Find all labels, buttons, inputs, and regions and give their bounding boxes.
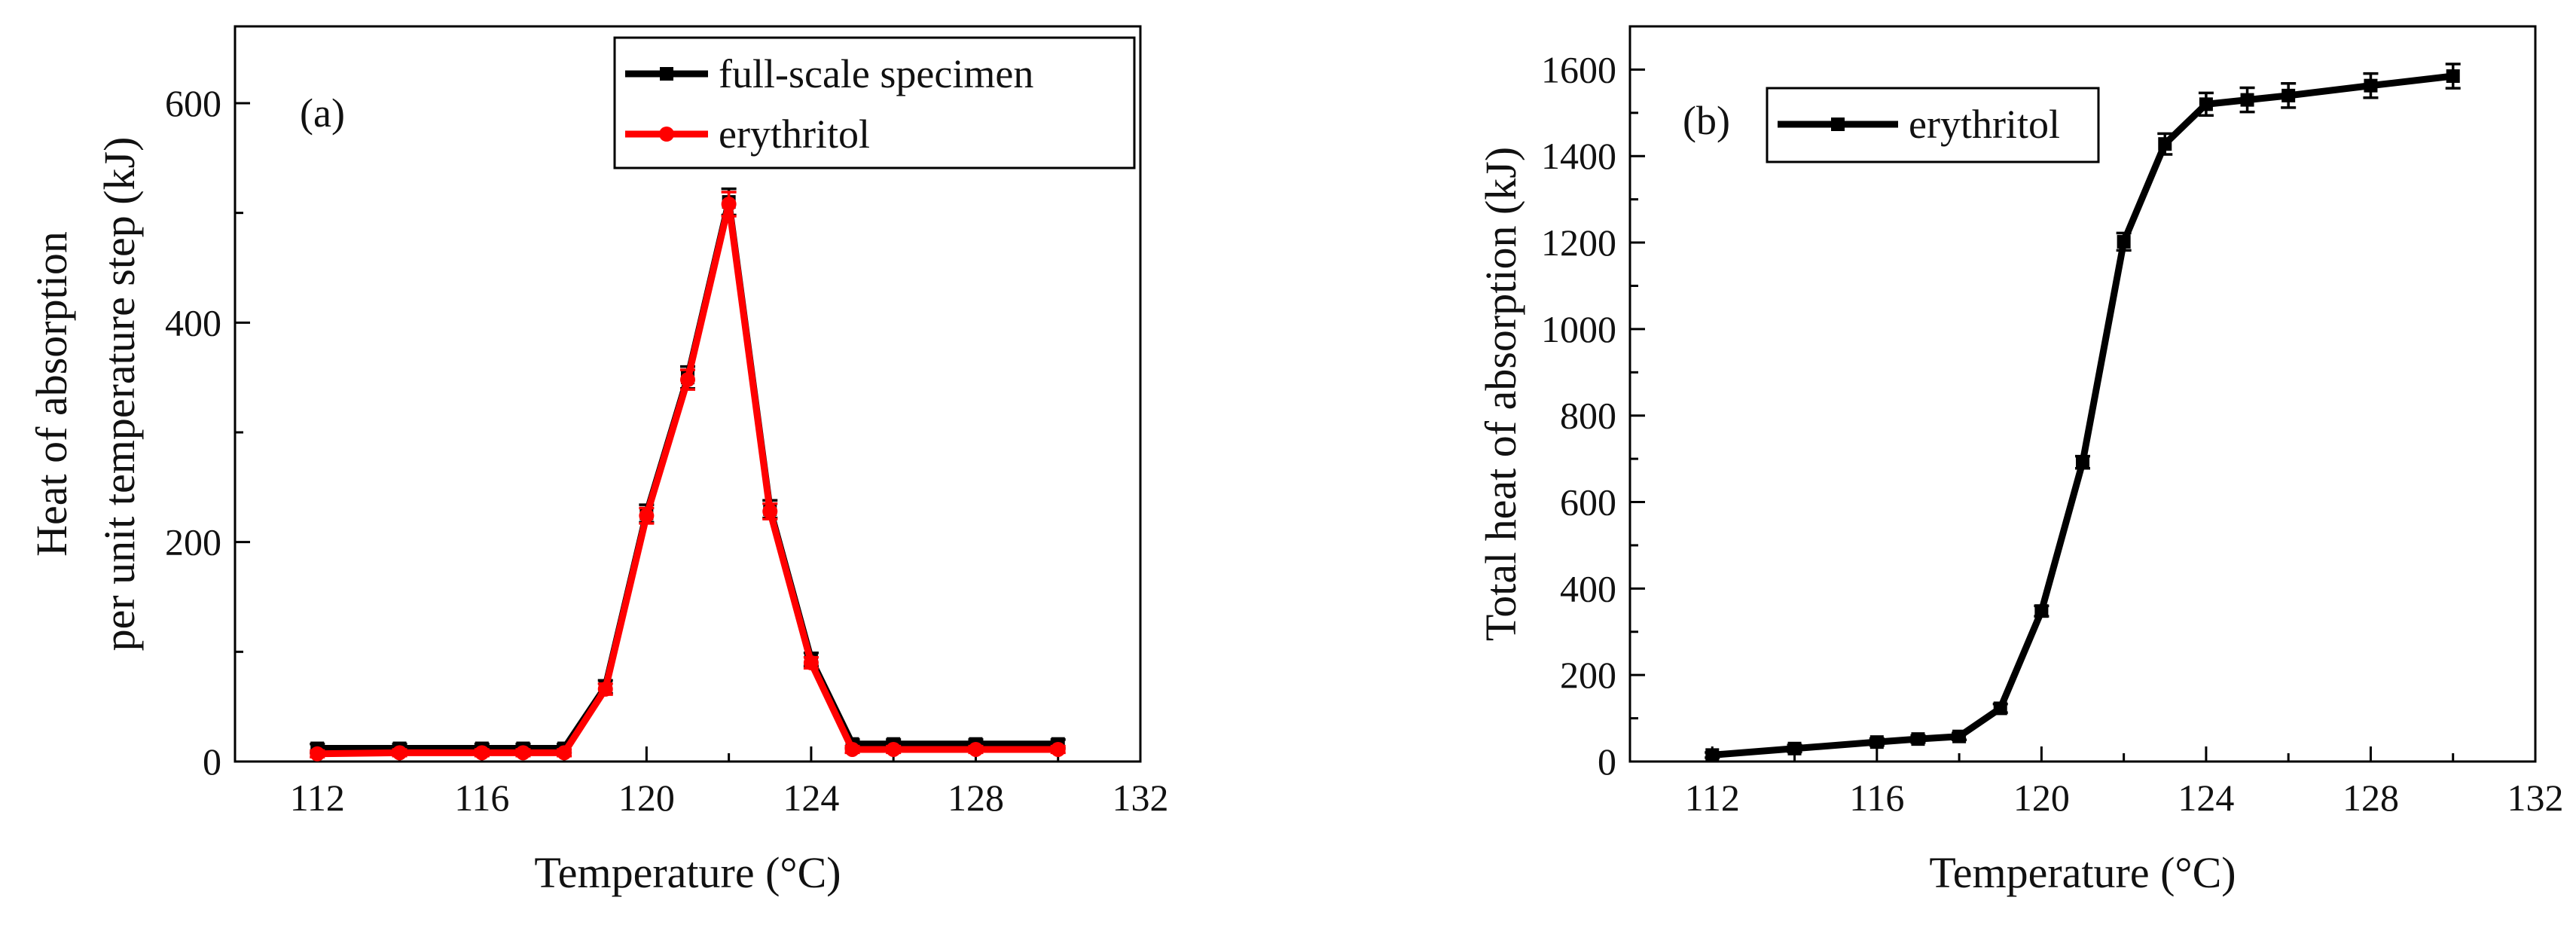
y-axis-title: per unit temperature step (kJ) — [95, 137, 144, 652]
data-point — [1869, 735, 1884, 749]
x-tick-label: 132 — [2507, 777, 2564, 819]
plot-frame — [1628, 25, 2537, 763]
chart-panel-a: 112 116 120 124 128 132 0 200 400 600 Temperature … — [27, 25, 1169, 897]
legend-marker — [660, 67, 673, 81]
data-point — [1787, 741, 1802, 755]
y-axis-title: Heat of absorption — [27, 231, 76, 557]
x-tick-label: 112 — [1685, 777, 1740, 819]
data-point — [886, 741, 902, 757]
data-point — [474, 745, 490, 761]
series-erythritol — [310, 191, 1066, 762]
legend: erythritol — [1766, 87, 2100, 163]
y-tick-label: 600 — [165, 82, 221, 124]
series-line — [1711, 72, 2454, 759]
y-tick-label: 800 — [1560, 395, 1616, 437]
y-tick-label: 200 — [1560, 654, 1616, 696]
x-axis-title: Temperature (°C) — [534, 848, 841, 897]
data-point — [2034, 604, 2049, 618]
data-point — [597, 681, 613, 697]
x-tick-label: 128 — [2343, 777, 2399, 819]
x-tick-label: 116 — [454, 777, 509, 819]
x-tick-label: 124 — [783, 777, 839, 819]
y-tick-label: 400 — [165, 301, 221, 343]
legend-label: erythritol — [719, 111, 870, 157]
y-tick-label: 200 — [165, 521, 221, 563]
data-point — [803, 655, 819, 670]
y-tick-label: 1600 — [1541, 48, 1616, 90]
data-point — [1705, 748, 1720, 762]
y-axis-title: Total heat of absorption (kJ) — [1476, 147, 1525, 641]
data-point — [762, 503, 778, 519]
data-point — [2076, 455, 2089, 469]
y-tick-label: 600 — [1560, 481, 1616, 523]
x-axis-title: Temperature (°C) — [1929, 848, 2236, 897]
y-tick-label: 1200 — [1541, 221, 1616, 264]
y-tick-label: 0 — [1598, 740, 1616, 783]
data-point — [968, 741, 984, 757]
legend: full-scale specimen erythritol — [613, 36, 1136, 169]
y-tick-label: 1400 — [1541, 135, 1616, 177]
legend-label: erythritol — [1909, 102, 2060, 147]
data-point — [1993, 701, 2007, 716]
series-erythritol — [1705, 63, 2461, 762]
data-point — [639, 508, 655, 523]
data-point — [2364, 78, 2378, 93]
series-line — [317, 198, 1058, 752]
legend-label: full-scale specimen — [719, 51, 1033, 96]
data-point — [392, 745, 407, 761]
data-point — [1050, 741, 1066, 757]
data-point — [680, 372, 695, 388]
data-point — [557, 745, 572, 761]
legend-marker — [659, 127, 674, 142]
series-full-scale-specimen — [310, 187, 1066, 755]
data-point — [2281, 88, 2296, 102]
x-tick-label: 112 — [290, 777, 345, 819]
data-point — [844, 741, 860, 757]
plot-frame — [233, 25, 1142, 763]
data-point — [721, 196, 737, 212]
data-point — [310, 746, 325, 762]
legend-box — [613, 36, 1136, 169]
data-point — [1952, 729, 1967, 743]
data-point — [2158, 137, 2172, 151]
x-tick-label: 124 — [2178, 777, 2234, 819]
x-tick-label: 120 — [618, 777, 675, 819]
panel-label: (a) — [300, 90, 345, 136]
data-point — [1911, 732, 1925, 746]
data-point — [2240, 93, 2254, 107]
data-point — [2446, 69, 2460, 84]
panel-label: (b) — [1683, 98, 1730, 143]
y-tick-label: 400 — [1560, 567, 1616, 609]
y-tick-label: 1000 — [1541, 308, 1616, 350]
data-point — [515, 745, 531, 761]
y-tick-label: 0 — [203, 740, 221, 783]
x-tick-label: 120 — [2013, 777, 2070, 819]
legend-marker — [1831, 118, 1845, 131]
data-point — [2199, 97, 2213, 111]
x-tick-label: 128 — [948, 777, 1004, 819]
chart-panel-b: 112 116 120 124 128 132 0 200 400 600 800 1000 1200 1… — [1476, 25, 2564, 897]
x-tick-label: 116 — [1849, 777, 1904, 819]
x-tick-label: 132 — [1113, 777, 1169, 819]
data-point — [2117, 234, 2131, 249]
series-line — [317, 200, 1058, 758]
